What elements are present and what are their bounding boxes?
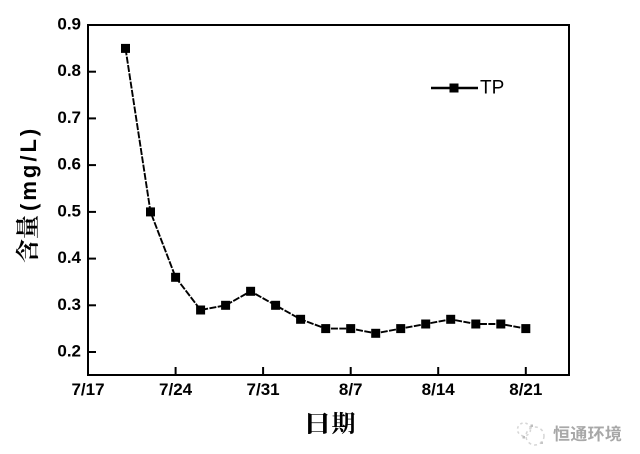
svg-text:7/24: 7/24 bbox=[159, 380, 193, 399]
svg-text:0.4: 0.4 bbox=[57, 248, 81, 267]
svg-text:(mg/L): (mg/L) bbox=[16, 126, 41, 211]
svg-text:7/17: 7/17 bbox=[71, 380, 104, 399]
svg-text:8/14: 8/14 bbox=[422, 380, 456, 399]
svg-text:0.6: 0.6 bbox=[57, 155, 81, 174]
svg-text:8/7: 8/7 bbox=[339, 380, 363, 399]
svg-text:7/31: 7/31 bbox=[247, 380, 280, 399]
svg-text:0.3: 0.3 bbox=[57, 295, 81, 314]
svg-text:8/21: 8/21 bbox=[509, 380, 542, 399]
svg-text:0.9: 0.9 bbox=[57, 15, 81, 34]
svg-text:TP: TP bbox=[480, 78, 504, 99]
svg-text:0.8: 0.8 bbox=[57, 61, 81, 80]
svg-text:0.5: 0.5 bbox=[57, 201, 81, 220]
svg-text:0.7: 0.7 bbox=[57, 108, 81, 127]
svg-text:0.2: 0.2 bbox=[57, 342, 81, 361]
